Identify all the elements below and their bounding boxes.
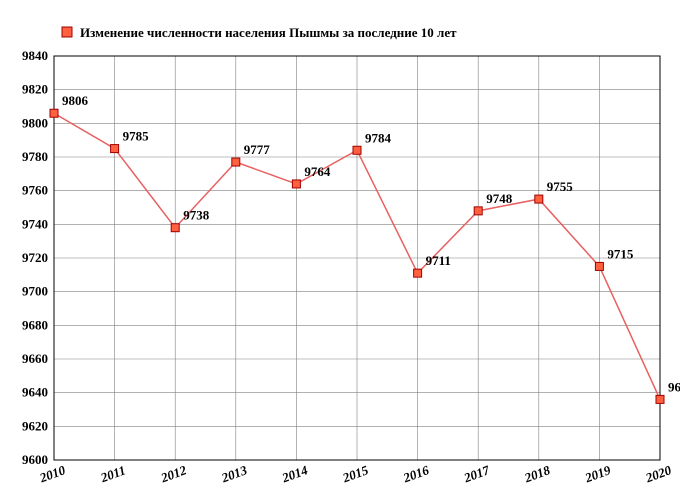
data-label: 9738 (183, 208, 210, 223)
data-label: 9715 (607, 246, 634, 261)
y-tick-label: 9840 (22, 48, 48, 63)
data-marker (474, 207, 482, 215)
data-marker (656, 395, 664, 403)
data-marker (595, 262, 603, 270)
data-label: 9806 (62, 93, 89, 108)
legend: Изменение численности населения Пышмы за… (62, 25, 457, 40)
legend-label: Изменение численности населения Пышмы за… (80, 25, 457, 40)
y-tick-label: 9800 (22, 115, 48, 130)
population-line-chart: 9600 9620 9640 9660 9680 9700 9720 9740 9760 9780… (0, 0, 680, 500)
data-label: 9777 (244, 142, 270, 157)
data-marker (535, 195, 543, 203)
data-marker (232, 158, 240, 166)
data-label: 9636 (668, 379, 680, 394)
chart-svg: 9600 9620 9640 9660 9680 9700 9720 9740 9760 9780… (0, 0, 680, 500)
data-label: 9755 (547, 179, 574, 194)
data-marker (353, 146, 361, 154)
data-marker (171, 224, 179, 232)
data-marker (111, 145, 119, 153)
y-tick-label: 9620 (22, 418, 48, 433)
y-tick-label: 9720 (22, 250, 48, 265)
y-tick-label: 9760 (22, 183, 48, 198)
data-marker (50, 109, 58, 117)
data-label: 9764 (304, 164, 331, 179)
data-label: 9748 (486, 191, 513, 206)
y-tick-label: 9780 (22, 149, 48, 164)
data-label: 9785 (123, 129, 150, 144)
y-tick-label: 9680 (22, 317, 48, 332)
data-label: 9784 (365, 130, 392, 145)
y-tick-label: 9600 (22, 452, 48, 467)
data-marker (414, 269, 422, 277)
y-tick-label: 9700 (22, 284, 48, 299)
data-label: 9711 (426, 253, 451, 268)
data-marker (292, 180, 300, 188)
y-tick-label: 9660 (22, 351, 48, 366)
y-tick-label: 9740 (22, 216, 48, 231)
y-tick-label: 9820 (22, 82, 48, 97)
legend-marker-icon (62, 27, 72, 37)
y-tick-label: 9640 (22, 385, 48, 400)
